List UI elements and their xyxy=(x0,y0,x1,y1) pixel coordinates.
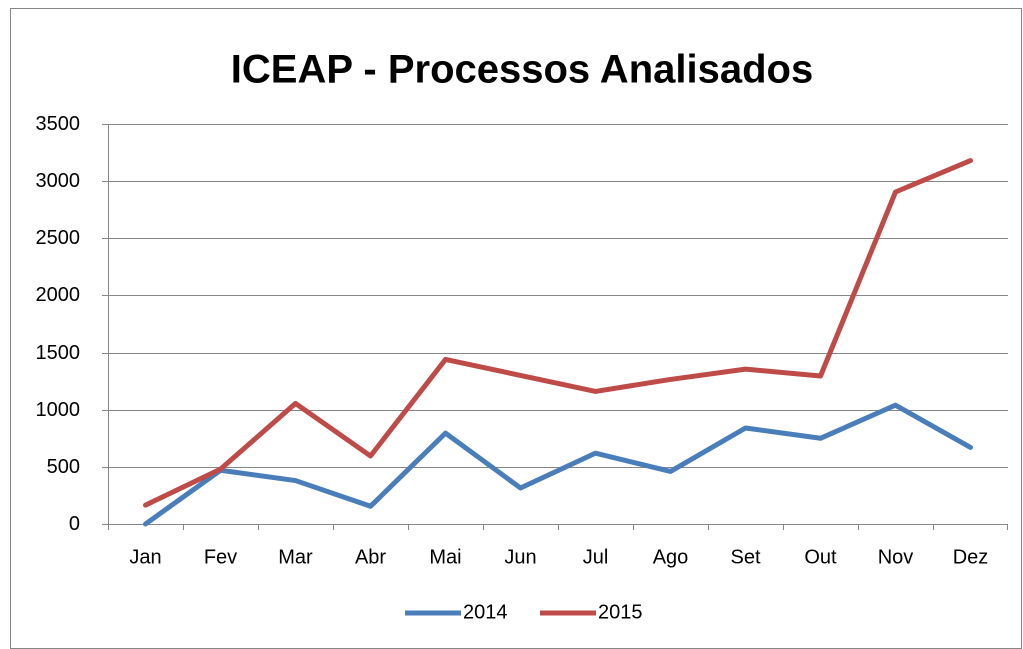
line-series xyxy=(143,402,973,527)
y-tick-label: 1000 xyxy=(36,399,81,421)
y-tick-label: 3000 xyxy=(36,170,81,192)
chart-title: ICEAP - Processos Analisados xyxy=(231,48,813,92)
y-tick-label: 3500 xyxy=(36,113,81,135)
y-tick-label: 0 xyxy=(69,513,80,535)
y-tick-label: 2000 xyxy=(36,284,81,306)
x-tick-label: Jun xyxy=(504,546,536,568)
y-tick-label: 1500 xyxy=(36,342,81,364)
x-tick-label: Dez xyxy=(953,546,989,568)
line-series xyxy=(143,158,973,508)
x-tick-label: Jul xyxy=(583,546,609,568)
x-tick-label: Nov xyxy=(878,546,914,568)
x-tick-label: Fev xyxy=(204,546,237,568)
x-tick-label: Ago xyxy=(653,546,689,568)
x-tick-label: Out xyxy=(804,546,837,568)
x-tick-label: Mar xyxy=(278,546,313,568)
chart-border xyxy=(10,8,1022,649)
x-tick-label: Set xyxy=(730,546,760,568)
y-tick-label: 500 xyxy=(47,456,80,478)
x-tick-label: Abr xyxy=(355,546,386,568)
legend-label: 2014 xyxy=(463,601,508,623)
legend-label: 2015 xyxy=(598,601,643,623)
x-tick-label: Jan xyxy=(129,546,161,568)
y-tick-label: 2500 xyxy=(36,227,81,249)
x-tick-label: Mai xyxy=(429,546,461,568)
